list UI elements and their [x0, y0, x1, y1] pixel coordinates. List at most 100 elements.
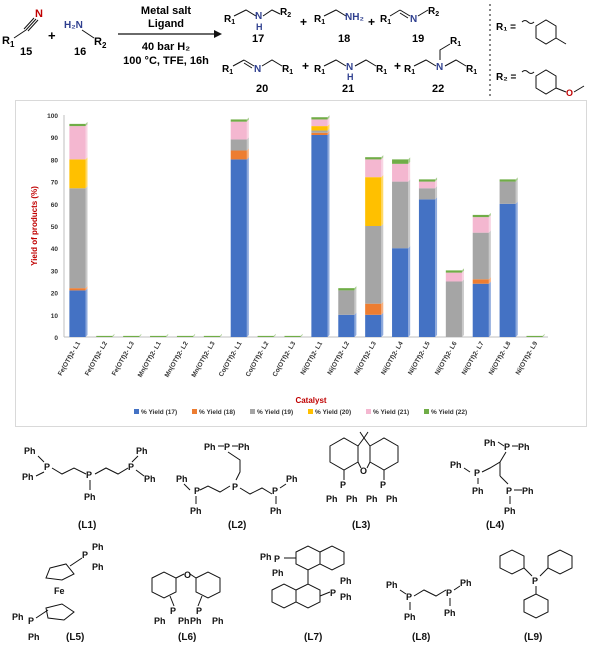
product-20-number: 20 [256, 83, 268, 95]
product-22-number: 22 [432, 83, 444, 95]
bar-segment [472, 217, 489, 233]
bar-segment [418, 179, 436, 182]
svg-text:Ph: Ph [472, 486, 484, 496]
legend-swatch [192, 409, 197, 414]
x-tick-label: Mn(OTf)2- L2 [164, 340, 190, 379]
ligand-l3: O P Ph Ph P Ph Ph (L3) [326, 431, 399, 531]
bar-segment-side [435, 197, 438, 337]
y-tick-label: 100 [47, 113, 58, 120]
ligand-l9-label: (L9) [524, 632, 542, 643]
bar-segment [526, 335, 543, 337]
svg-text:R1: R1 [222, 64, 233, 76]
svg-text:+: + [368, 15, 375, 29]
x-tick-label: Ni(OTf)2- L6 [434, 340, 459, 376]
ligand-l5: Fe P Ph Ph P Ph Ph (L5) [12, 542, 104, 643]
bar-segment [365, 177, 382, 226]
bar-segment-side [354, 286, 357, 291]
bar-segment [69, 159, 86, 189]
svg-text:R₂ =: R₂ = [496, 72, 516, 83]
svg-text:H: H [347, 72, 354, 82]
bar-segment-side [327, 130, 330, 135]
bar-segment [230, 139, 247, 151]
bar-segment-side [85, 121, 88, 127]
bar-segment-side [488, 215, 491, 233]
amine-h2n: H₂N [64, 20, 83, 31]
product-19: R1 N R2 19 [380, 6, 439, 45]
reaction-arrow: Metal salt Ligand 40 bar H₂ 100 °C, TFE,… [118, 5, 222, 67]
y-tick-label: 20 [51, 291, 59, 298]
svg-text:R1: R1 [314, 64, 325, 76]
reaction-scheme: R1 N 15 + H₂N R2 16 Metal salt Ligand 40… [2, 4, 585, 98]
ligand-l4: Ph P Ph P Ph Ph P Ph Ph (L4) [450, 438, 534, 531]
bar-segment [445, 270, 462, 273]
bar-segment [472, 279, 489, 284]
svg-text:O: O [184, 570, 191, 580]
compound-16-number: 16 [74, 46, 86, 58]
ligand-l6: O P Ph Ph P Ph Ph (L6) [151, 570, 224, 643]
svg-text:P: P [330, 588, 336, 598]
svg-text:Ph: Ph [144, 474, 156, 484]
bar-segment [311, 134, 328, 337]
svg-text:P: P [506, 486, 512, 496]
bar-segment-side [246, 157, 249, 337]
y-tick-label: 10 [51, 313, 59, 320]
svg-text:Ph: Ph [136, 446, 148, 456]
bar-segment [365, 314, 382, 337]
svg-text:Ph: Ph [504, 506, 516, 516]
svg-text:N: N [346, 62, 353, 73]
x-tick-label: Mn(OTf)2- L1 [137, 340, 163, 379]
svg-text:P: P [504, 442, 510, 452]
y-tick-label: 60 [51, 202, 59, 209]
x-tick-label: Ni(OTf)2- L7 [461, 340, 486, 376]
ligand-l6-label: (L6) [178, 632, 196, 643]
svg-text:Ph: Ph [190, 616, 202, 626]
bar-segment-side [408, 157, 411, 164]
svg-text:P: P [196, 606, 202, 616]
bar-segment [69, 288, 86, 291]
svg-text:Ph: Ph [518, 442, 530, 452]
svg-text:P: P [194, 486, 200, 496]
bar-segment-side [461, 279, 464, 337]
ligand-l8: Ph P Ph P Ph Ph (L8) [386, 578, 472, 643]
bar-segment-side [542, 333, 545, 337]
svg-text:Ph: Ph [484, 438, 496, 448]
svg-text:P: P [170, 606, 176, 616]
bar-segment [69, 123, 86, 127]
svg-text:Ph: Ph [28, 632, 40, 642]
x-tick-label: Fe(OTf)2- L2 [84, 340, 109, 377]
svg-text:Ph: Ph [340, 592, 352, 602]
svg-text:P: P [380, 480, 386, 490]
bar-segment [445, 281, 462, 337]
ligand-l7-label: (L7) [304, 632, 322, 643]
y-axis-label: Yield of products (%) [30, 186, 39, 266]
svg-text:Ph: Ph [326, 494, 338, 504]
legend-swatch [134, 409, 139, 414]
svg-text:N: N [254, 64, 261, 75]
svg-text:R1: R1 [314, 14, 325, 26]
bar-segment-side [381, 155, 384, 160]
legend-swatch [308, 409, 313, 414]
y-tick-label: 50 [51, 224, 59, 231]
bar-segment [203, 335, 220, 337]
bar-segment-side [408, 161, 411, 182]
svg-text:P: P [474, 468, 480, 478]
bar-segment [69, 188, 86, 289]
svg-text:P: P [340, 480, 346, 490]
svg-text:P: P [406, 592, 412, 602]
y-tick-label: 30 [51, 268, 59, 275]
legend-entry: % Yield (20) [315, 409, 351, 416]
bar-segment [230, 119, 247, 122]
bar-segment [69, 290, 86, 337]
bar-segment-side [488, 281, 491, 337]
ligand-l2: Ph P Ph P P Ph Ph P Ph Ph (L2) [176, 442, 298, 531]
x-tick-label: Co(OTf)2- L1 [218, 340, 244, 378]
bar-segment-side [515, 201, 518, 337]
bar-segment-side [139, 333, 142, 337]
svg-text:Ph: Ph [346, 494, 358, 504]
svg-text:Ph: Ph [450, 460, 462, 470]
x-tick-label: Ni(OTf)2- L2 [326, 340, 351, 376]
bar-segment-side [166, 333, 169, 337]
product-17: R1 N H R2 17 [224, 7, 291, 45]
product-18: R1 NH₂ 18 [314, 9, 364, 45]
x-tick-label: Ni(OTf)2- L9 [515, 340, 540, 376]
